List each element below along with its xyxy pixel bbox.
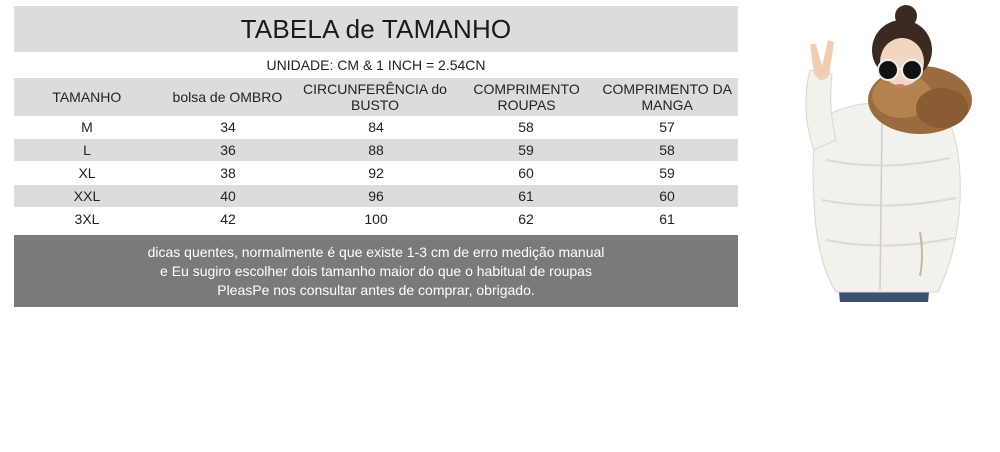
cell-size: M: [81, 119, 93, 135]
header-size: TAMANHO: [52, 89, 122, 105]
cell-bust: 92: [368, 165, 384, 181]
cell-shoulder: 34: [220, 119, 236, 135]
cell-sleeve: 59: [659, 165, 675, 181]
cell-size: L: [83, 142, 91, 158]
cell-length: 58: [518, 119, 534, 135]
header-bust: CIRCUNFERÊNCIA do BUSTO: [303, 81, 447, 113]
table-row: 3XL 42 100 62 61: [14, 208, 738, 231]
cell-shoulder: 42: [220, 211, 236, 227]
tip-line: e Eu sugiro escolher dois tamanho maior …: [160, 262, 592, 279]
cell-sleeve: 61: [659, 211, 675, 227]
tip-line: PleasPe nos consultar antes de comprar, …: [217, 281, 535, 298]
tips-box: dicas quentes, normalmente é que existe …: [14, 235, 738, 307]
size-chart: TABELA de TAMANHO UNIDADE: CM & 1 INCH =…: [14, 6, 738, 307]
cell-bust: 96: [368, 188, 384, 204]
cell-size: XXL: [73, 188, 101, 204]
table-header: TAMANHO bolsa de OMBRO CIRCUNFERÊNCIA do…: [14, 78, 738, 116]
model-photo: [770, 0, 1000, 302]
header-length: COMPRIMENTO ROUPAS: [473, 81, 580, 113]
cell-bust: 84: [368, 119, 384, 135]
header-shoulder: bolsa de OMBRO: [172, 89, 283, 105]
cell-size: 3XL: [74, 211, 100, 227]
cell-length: 59: [518, 142, 534, 158]
header-sleeve: COMPRIMENTO DA MANGA: [602, 81, 733, 113]
table-row: M 34 84 58 57: [14, 116, 738, 139]
table-row: L 36 88 59 58: [14, 139, 738, 162]
cell-sleeve: 58: [659, 142, 675, 158]
cell-length: 62: [518, 211, 534, 227]
cell-shoulder: 38: [220, 165, 236, 181]
table-row: XL 38 92 60 59: [14, 162, 738, 185]
cell-size: XL: [78, 165, 96, 181]
cell-sleeve: 60: [659, 188, 675, 204]
cell-length: 60: [518, 165, 534, 181]
unit-note: UNIDADE: CM & 1 INCH = 2.54CN: [266, 57, 486, 73]
cell-shoulder: 36: [220, 142, 236, 158]
model-illustration: [805, 5, 972, 302]
cell-shoulder: 40: [220, 188, 236, 204]
cell-length: 61: [518, 188, 534, 204]
chart-title: TABELA de TAMANHO: [14, 6, 738, 52]
cell-bust: 88: [368, 142, 384, 158]
cell-sleeve: 57: [659, 119, 675, 135]
table-row: XXL 40 96 61 60: [14, 185, 738, 208]
tip-line: dicas quentes, normalmente é que existe …: [147, 243, 605, 260]
cell-bust: 100: [364, 211, 388, 227]
